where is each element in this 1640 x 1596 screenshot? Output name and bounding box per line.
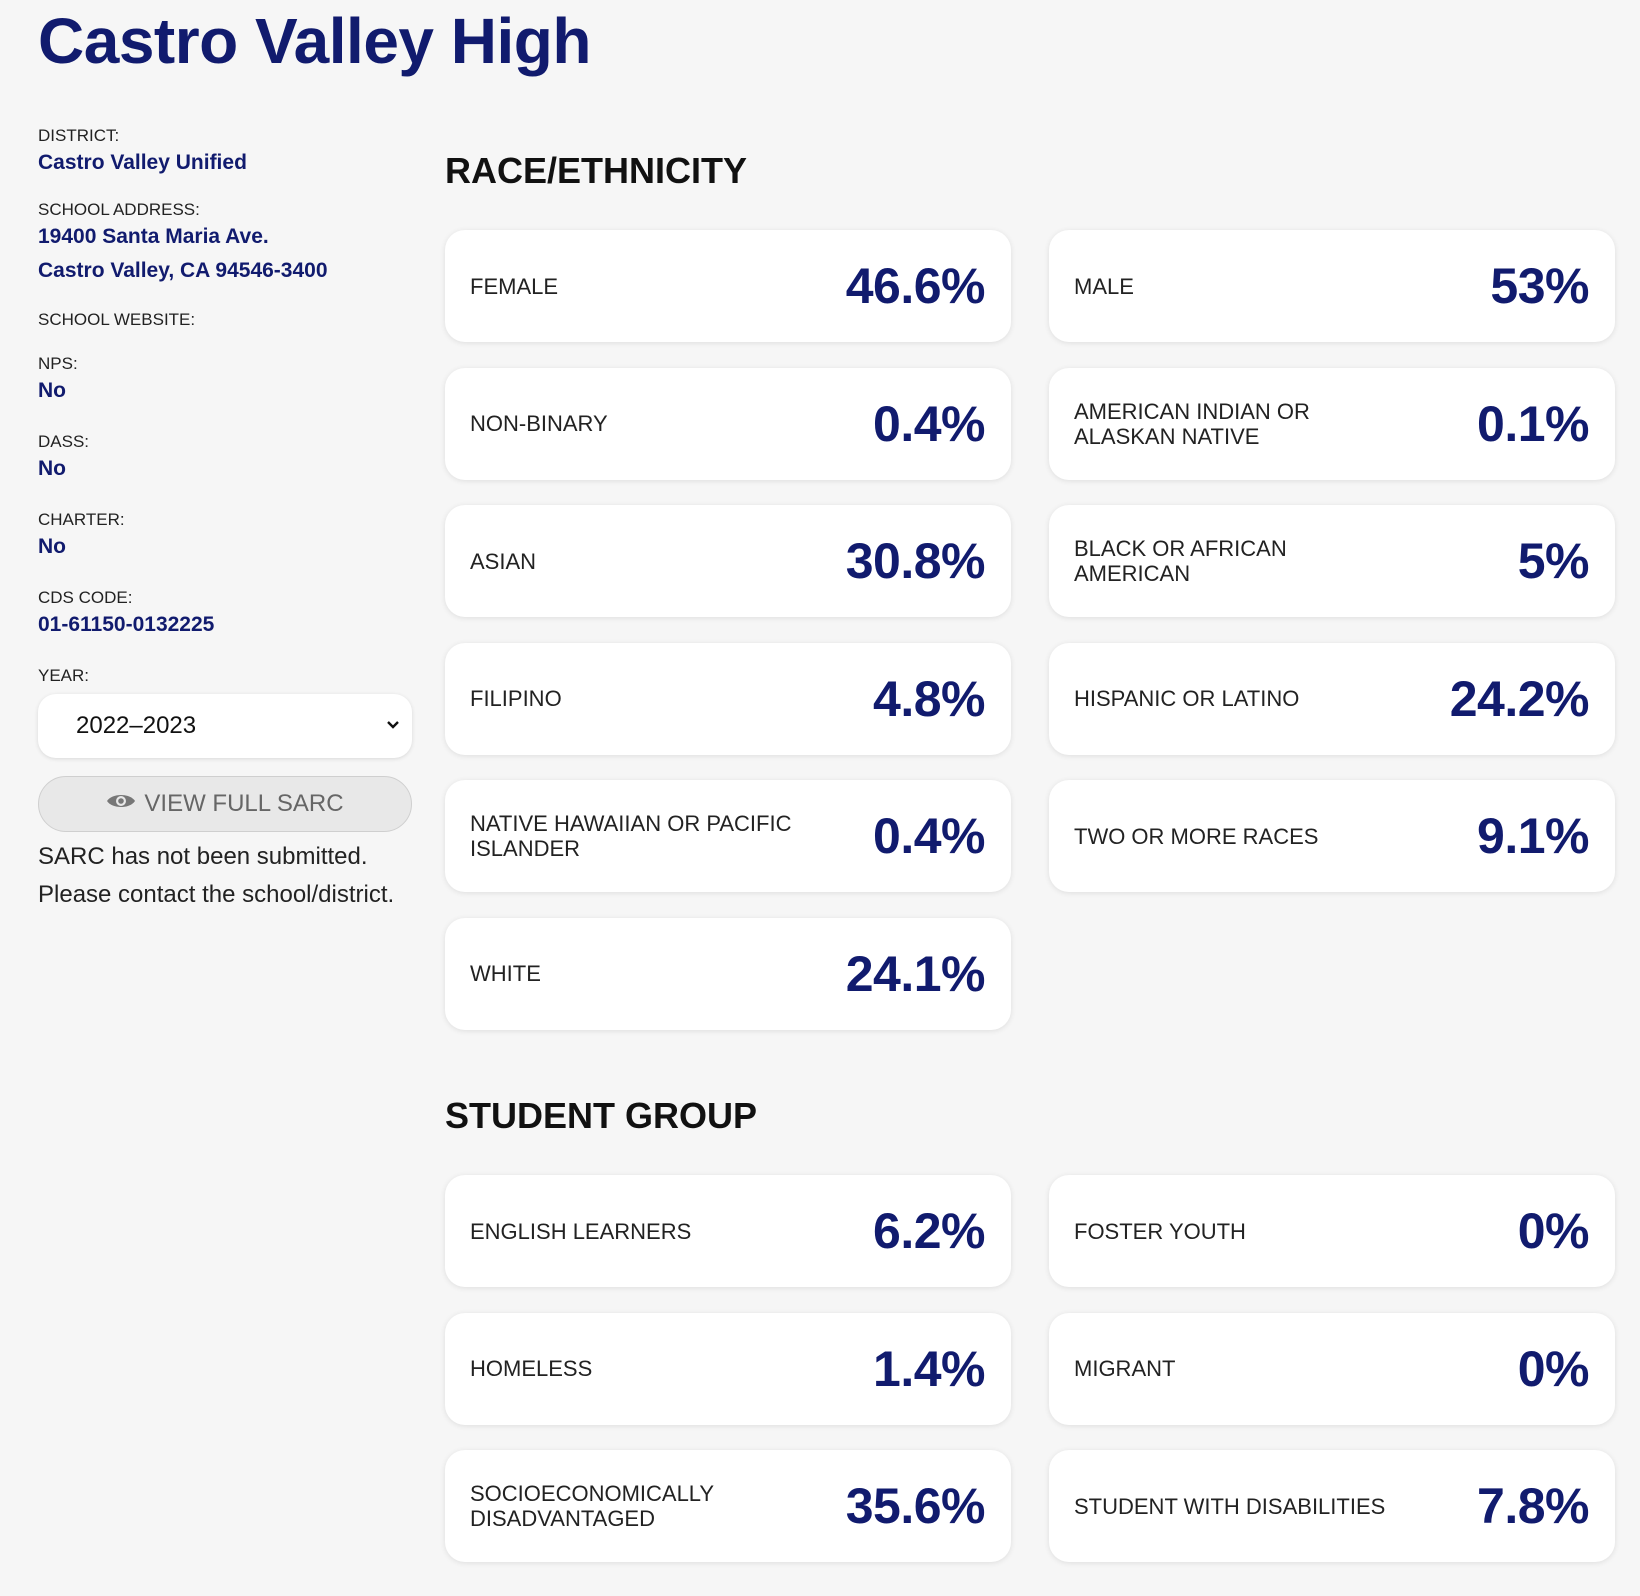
eye-icon (106, 790, 144, 818)
stat-label: MIGRANT (1074, 1356, 1176, 1381)
stat-label: FOSTER YOUTH (1074, 1218, 1246, 1244)
address-line-1: 19400 Santa Maria Ave. (38, 225, 269, 248)
stat-card: HISPANIC OR LATINO 24.2% (1049, 642, 1615, 755)
stat-card: WHITE 24.1% (445, 917, 1011, 1030)
stat-card: ASIAN 30.8% (445, 505, 1011, 617)
stat-label: WHITE (470, 961, 541, 986)
cds-code-label: CDS CODE: (38, 588, 133, 607)
stat-value: 35.6% (845, 1478, 986, 1534)
stat-card: STUDENT WITH DISABILITIES 7.8% (1049, 1450, 1615, 1562)
stat-value: 0.4% (873, 808, 985, 864)
stat-card: ENGLISH LEARNERS 6.2% (445, 1175, 1011, 1287)
district-label: DISTRICT: (38, 126, 120, 145)
stat-card: FOSTER YOUTH 0% (1049, 1175, 1615, 1287)
dass-label: DASS: (38, 432, 90, 451)
stat-value: 24.1% (845, 945, 986, 1002)
stat-label: HISPANIC OR LATINO (1074, 686, 1300, 711)
student-group-heading: STUDENT GROUP (445, 1095, 758, 1136)
district-value: Castro Valley Unified (38, 151, 247, 174)
address-label: SCHOOL ADDRESS: (38, 200, 200, 219)
stat-label: STUDENT WITH DISABILITIES (1074, 1493, 1386, 1519)
address-line-2: Castro Valley, CA 94546-3400 (38, 259, 328, 282)
sarc-note-line-1: SARC has not been submitted. (38, 843, 368, 870)
stat-label: BLACK OR AFRICAN AMERICAN (1074, 536, 1287, 586)
stat-card: HOMELESS 1.4% (445, 1312, 1011, 1425)
stat-card: MIGRANT 0% (1049, 1312, 1615, 1425)
stat-card: MALE 53% (1049, 230, 1615, 342)
stat-card: FILIPINO 4.8% (445, 642, 1011, 755)
sarc-status-note: SARC has not been submitted. Please cont… (38, 838, 418, 914)
stat-label: ASIAN (470, 548, 537, 574)
stat-label: FILIPINO (470, 686, 562, 711)
stat-label: FEMALE (470, 273, 559, 299)
year-select-value: 2022–2023 (76, 712, 197, 739)
stat-value: 6.2% (873, 1203, 985, 1259)
stat-label: TWO OR MORE RACES (1074, 823, 1319, 849)
stat-label: NON-BINARY (470, 411, 608, 436)
race-ethnicity-heading: RACE/ETHNICITY (445, 150, 748, 191)
chevron-down-icon (386, 717, 400, 735)
stat-card: NON-BINARY 0.4% (445, 367, 1011, 480)
stat-value: 53% (1490, 258, 1589, 314)
stat-value: 30.8% (845, 533, 986, 589)
view-full-sarc-label: VIEW FULL SARC (144, 790, 344, 817)
stat-card: SOCIOECONOMICALLY DISADVANTAGED 35.6% (445, 1450, 1011, 1562)
stat-label: MALE (1074, 273, 1134, 299)
stat-value: 4.8% (873, 670, 985, 727)
stat-card: FEMALE 46.6% (445, 230, 1011, 342)
stat-card: TWO OR MORE RACES 9.1% (1049, 780, 1615, 892)
stat-label: HOMELESS (470, 1356, 593, 1381)
stat-value: 0% (1517, 1340, 1590, 1397)
stat-card: NATIVE HAWAIIAN OR PACIFIC ISLANDER 0.4% (445, 780, 1011, 892)
dass-value: No (38, 457, 66, 480)
nps-value: No (38, 379, 66, 402)
stat-value: 1.4% (873, 1340, 985, 1397)
year-label: YEAR: (38, 666, 90, 685)
stat-value: 9.1% (1477, 808, 1589, 864)
page-title: Castro Valley High (38, 5, 591, 77)
view-full-sarc-button[interactable]: VIEW FULL SARC (38, 776, 412, 832)
stat-card: AMERICAN INDIAN OR ALASKAN NATIVE 0.1% (1049, 367, 1615, 480)
stat-value: 7.8% (1477, 1478, 1589, 1534)
sarc-note-line-2: Please contact the school/district. (38, 881, 395, 908)
stat-value: 0% (1517, 1203, 1590, 1259)
nps-label: NPS: (38, 354, 78, 373)
stat-label: AMERICAN INDIAN OR ALASKAN NATIVE (1074, 398, 1310, 449)
charter-value: No (38, 535, 66, 558)
stat-value: 0.4% (873, 395, 985, 452)
charter-label: CHARTER: (38, 510, 125, 529)
stat-value: 24.2% (1449, 670, 1590, 727)
stat-label: NATIVE HAWAIIAN OR PACIFIC ISLANDER (470, 811, 792, 861)
stat-label: ENGLISH LEARNERS (470, 1218, 692, 1244)
year-select[interactable]: 2022–2023 (38, 694, 412, 758)
stat-value: 46.6% (845, 258, 986, 314)
stat-value: 5% (1517, 533, 1590, 589)
stat-label: SOCIOECONOMICALLY DISADVANTAGED (470, 1481, 714, 1531)
cds-code-value: 01-61150-0132225 (38, 613, 215, 636)
stat-card: BLACK OR AFRICAN AMERICAN 5% (1049, 505, 1615, 617)
stat-value: 0.1% (1477, 395, 1589, 452)
website-label: SCHOOL WEBSITE: (38, 310, 196, 329)
